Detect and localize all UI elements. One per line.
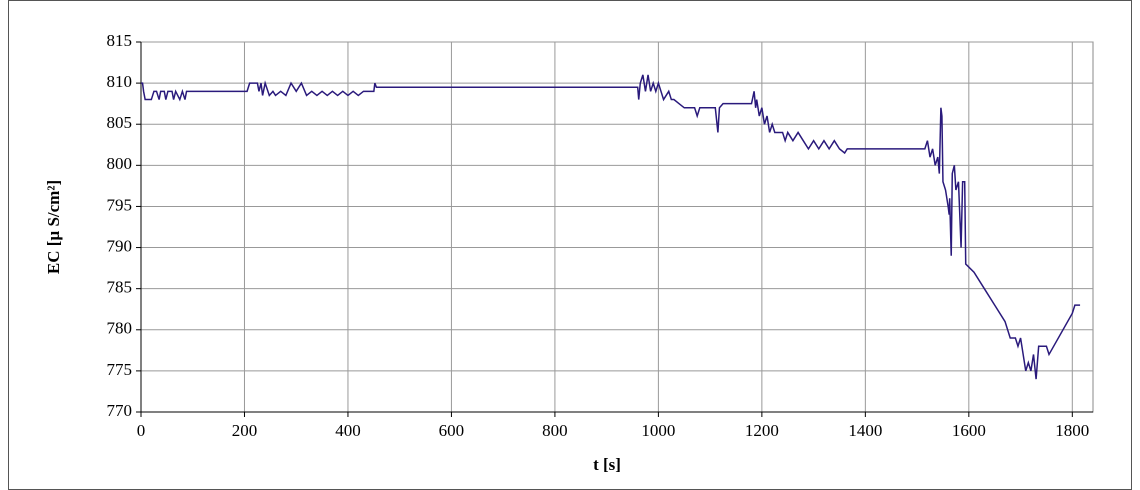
x-tick-label: 1000 — [641, 421, 675, 440]
x-tick-label: 1600 — [952, 421, 986, 440]
data-line — [141, 74, 1081, 380]
y-tick-label: 815 — [107, 31, 133, 50]
x-tick-label: 800 — [542, 421, 568, 440]
y-tick-label: 800 — [107, 154, 133, 173]
plot-area — [140, 41, 1094, 413]
x-tick-label: 200 — [232, 421, 258, 440]
x-axis-label: t [s] — [593, 455, 621, 474]
x-tick-label: 600 — [439, 421, 465, 440]
y-tick-label: 805 — [107, 113, 133, 132]
y-tick-label: 795 — [107, 195, 133, 214]
x-tick-label: 0 — [137, 421, 146, 440]
y-axis-label: EC [µ S/cm²] — [44, 180, 63, 274]
y-tick-label: 780 — [107, 319, 133, 338]
x-tick-label: 400 — [335, 421, 361, 440]
y-tick-label: 790 — [107, 236, 133, 255]
y-tick-label: 810 — [107, 72, 133, 91]
x-tick-label: 1800 — [1055, 421, 1089, 440]
x-tick-label: 1400 — [848, 421, 882, 440]
y-tick-label: 775 — [107, 360, 133, 379]
y-tick-label: 770 — [107, 401, 133, 420]
y-tick-label: 785 — [107, 278, 133, 297]
x-tick-label: 1200 — [745, 421, 779, 440]
